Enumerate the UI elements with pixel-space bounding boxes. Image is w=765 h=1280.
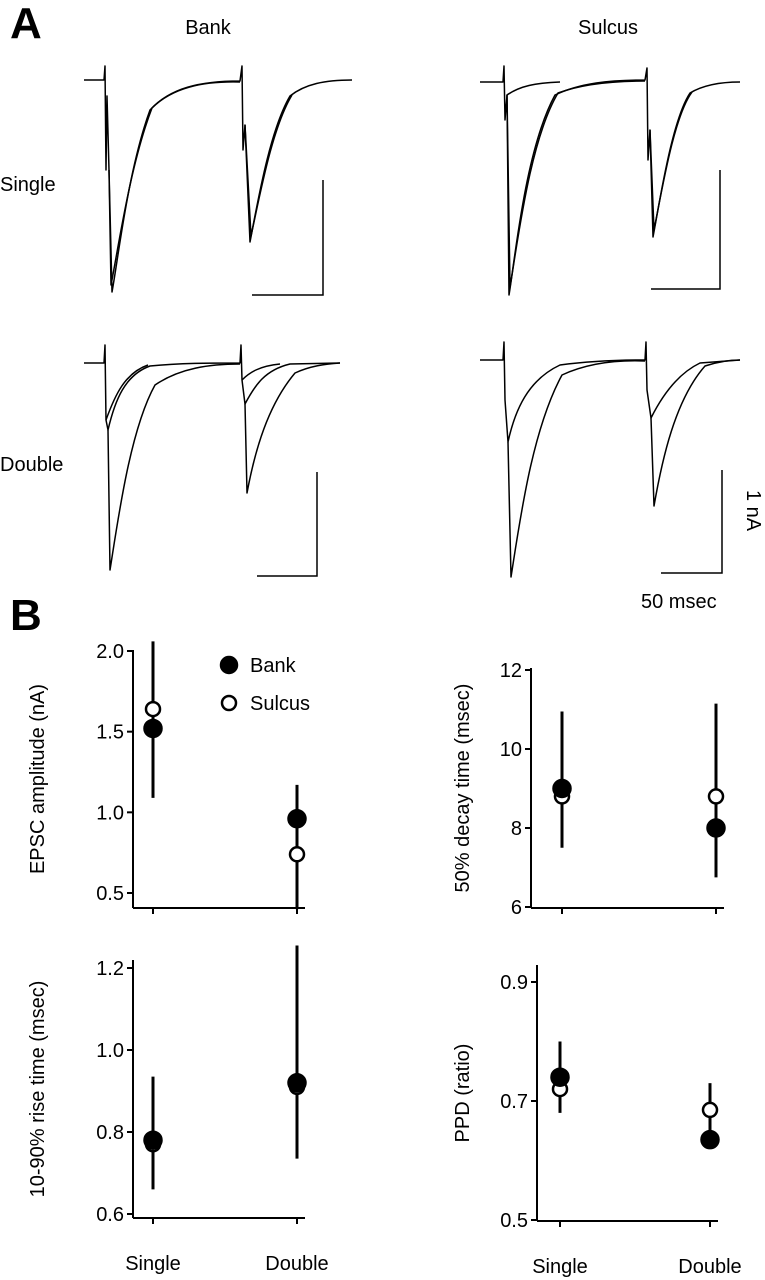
column-label-sulcus: Sulcus: [578, 17, 638, 39]
legend: Bank Sulcus: [219, 655, 310, 715]
panel-b-label: B: [10, 591, 42, 640]
y-tick-label: 1.5: [96, 722, 124, 744]
y-tick-label: 0.6: [96, 1204, 124, 1226]
y-tick-label: 0.5: [500, 1210, 528, 1232]
y-tick-label: 0.5: [96, 883, 124, 905]
point-bank: [552, 778, 572, 799]
column-label-bank: Bank: [185, 17, 232, 39]
y-tick-label: 1.0: [96, 802, 124, 824]
y-tick-label: 0.8: [96, 1122, 124, 1144]
x-tick-label: Double: [678, 1256, 741, 1278]
y-tick-label: 6: [511, 897, 522, 919]
scale-label-time: 50 msec: [641, 591, 717, 613]
legend-label-sulcus: Sulcus: [250, 693, 310, 715]
y-tick-label: 1.2: [96, 958, 124, 980]
point-sulcus: [288, 846, 306, 863]
y-tick-label: 1.0: [96, 1040, 124, 1062]
y-tick-label: 0.7: [500, 1091, 528, 1113]
point-bank: [700, 1129, 720, 1150]
scale-bar-sulcus-double: [661, 470, 723, 574]
point-bank: [550, 1067, 570, 1087]
y-tick-label: 12: [500, 660, 522, 682]
point-bank: [287, 809, 307, 829]
x-tick-label: Single: [125, 1253, 181, 1275]
x-tick-label: Single: [532, 1256, 588, 1278]
chart-1: 6 8 10 12 50% decay time (msec): [452, 660, 726, 919]
chart-3: 0.5 0.7 0.9 Single Double PPD (ratio): [452, 965, 742, 1278]
point-bank: [287, 1073, 307, 1093]
y-tick-label: 10: [500, 739, 522, 761]
x-tick-label: Double: [265, 1253, 328, 1275]
point-sulcus: [144, 700, 162, 718]
scale-bar-bank-double: [257, 472, 318, 577]
chart-2: 0.6 0.8 1.0 1.2 Single Double 10-90% rise time…: [27, 945, 329, 1275]
legend-label-bank: Bank: [250, 655, 297, 677]
y-axis-label: PPD (ratio): [452, 1044, 474, 1143]
y-tick-label: 8: [511, 818, 522, 840]
point-sulcus: [707, 788, 725, 805]
scale-bar-bank-single: [252, 180, 324, 296]
row-label-single: Single: [0, 174, 56, 196]
y-axis-label: EPSC amplitude (nA): [27, 684, 49, 874]
scale-bar-sulcus-single: [651, 170, 721, 290]
scale-label-current: 1 nA: [742, 490, 764, 532]
trace-sulcus-single: [480, 65, 741, 296]
trace-sulcus-double: [480, 341, 741, 578]
point-bank: [706, 818, 726, 838]
scale-bars: [252, 170, 723, 577]
row-label-double: Double: [0, 454, 63, 476]
trace-bank-single: [84, 65, 353, 293]
point-sulcus: [701, 1101, 719, 1119]
y-tick-label: 2.0: [96, 641, 124, 663]
panel-a-label: A: [10, 0, 42, 48]
legend-marker-sulcus: [220, 694, 238, 712]
chart-0: 0.5 1.0 1.5 2.0 EPSC amplitude (nA): [27, 641, 307, 914]
legend-marker-bank: [219, 655, 239, 675]
trace-bank-double: [84, 344, 341, 571]
point-bank: [143, 718, 163, 739]
charts: 0.5 1.0 1.5 2.0 EPSC amplitude (nA) 6 8 10 12 50%…: [27, 641, 742, 1278]
y-axis-label: 10-90% rise time (msec): [27, 981, 49, 1198]
y-axis-label: 50% decay time (msec): [452, 684, 474, 893]
y-tick-label: 0.9: [500, 972, 528, 994]
point-bank: [143, 1130, 163, 1150]
